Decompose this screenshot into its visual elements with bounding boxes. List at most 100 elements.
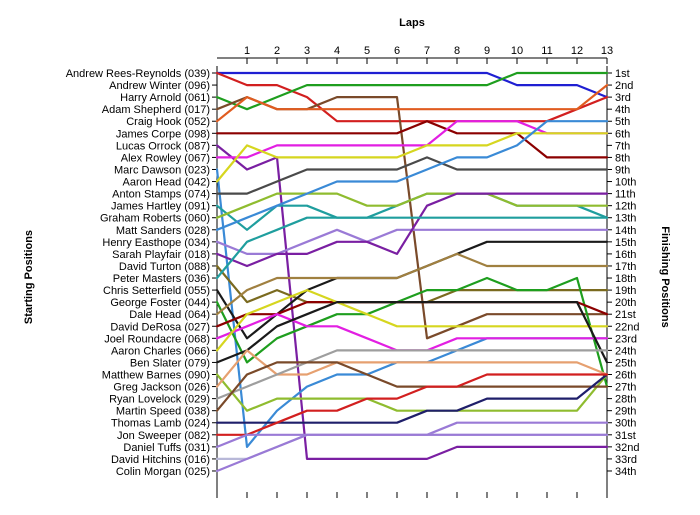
starting-position-label: Graham Roberts (060): [100, 213, 210, 225]
starting-position-label: George Foster (044): [110, 297, 210, 309]
finishing-position-label: 17th: [615, 261, 636, 273]
starting-position-label: Craig Hook (052): [126, 116, 210, 128]
series-line-anton-stamps-074: [215, 156, 609, 195]
starting-positions-axis: Andrew Rees-Reynolds (039)Andrew Winter …: [66, 66, 218, 492]
x-tick-label: 5: [364, 45, 370, 57]
series-line-george-foster-044: [215, 276, 609, 388]
finishing-position-label: 26th: [615, 370, 636, 382]
starting-position-label: Anton Stamps (074): [112, 189, 210, 201]
x-axis: 1 2 3 4 5 6 7 8 9 10 11 12 13: [216, 45, 613, 498]
starting-position-label: Harry Arnold (061): [120, 92, 210, 104]
starting-position-label: Andrew Winter (096): [109, 80, 210, 92]
finishing-position-label: 33rd: [615, 454, 637, 466]
finishing-position-label: 2nd: [615, 80, 633, 92]
series-line-jon-sweeper-082: [215, 373, 609, 436]
finishing-position-label: 21st: [615, 309, 636, 321]
starting-position-label: Jon Sweeper (082): [117, 430, 210, 442]
starting-position-label: Alex Rowley (067): [121, 152, 210, 164]
finishing-position-label: 31st: [615, 430, 636, 442]
starting-position-label: Marc Dawson (023): [114, 164, 210, 176]
series-line-lucas-orrock-087: [215, 144, 609, 460]
x-tick-label: 12: [571, 45, 583, 57]
starting-position-label: David Hitchins (016): [111, 454, 210, 466]
finishing-position-label: 7th: [615, 140, 630, 152]
series-line-aaron-head-042: [215, 132, 609, 183]
finishing-position-label: 28th: [615, 394, 636, 406]
series-line-colin-morgan-025: [215, 433, 609, 473]
finishing-position-label: 9th: [615, 164, 630, 176]
series-line-thomas-lamb-024: [215, 373, 609, 424]
series-line-greg-jackson-026: [215, 349, 609, 388]
finishing-position-label: 23rd: [615, 333, 637, 345]
finishing-position-label: 22nd: [615, 321, 639, 333]
starting-position-label: Martin Speed (038): [116, 406, 210, 418]
finishing-position-label: 4th: [615, 104, 630, 116]
starting-position-label: Andrew Rees-Reynolds (039): [66, 68, 210, 80]
x-tick-label: 9: [484, 45, 490, 57]
finishing-position-label: 27th: [615, 382, 636, 394]
finishing-position-label: 15th: [615, 237, 636, 249]
series-line-ben-slater-079: [215, 301, 609, 364]
series-line-dale-head-064: [215, 252, 609, 316]
series-line-harry-arnold-061: [215, 71, 609, 111]
x-tick-label: 8: [454, 45, 460, 57]
starting-position-label: Thomas Lamb (024): [111, 418, 210, 430]
series-line-peter-masters-036: [215, 216, 609, 280]
series-line-andrew-rees-reynolds-039: [215, 71, 609, 99]
starting-position-label: Henry Easthope (034): [102, 237, 210, 249]
finishing-position-label: 3rd: [615, 92, 631, 104]
series-line-james-corpe-098: [215, 120, 609, 159]
x-axis-title: Laps: [399, 17, 425, 29]
starting-position-label: Greg Jackson (026): [113, 382, 210, 394]
starting-position-label: Dale Head (064): [129, 309, 210, 321]
x-tick-label: 6: [394, 45, 400, 57]
finishing-position-label: 34th: [615, 466, 636, 478]
finishing-position-label: 10th: [615, 177, 636, 189]
starting-position-label: Chris Setterfield (055): [103, 285, 210, 297]
finishing-position-label: 14th: [615, 225, 636, 237]
x-tick-label: 13: [601, 45, 613, 57]
starting-position-label: Sarah Playfair (018): [112, 249, 210, 261]
right-axis-title: Finishing Positions: [659, 226, 671, 327]
finishing-position-label: 1st: [615, 68, 630, 80]
series-line-martin-speed-038: [215, 361, 609, 412]
x-tick-label: 4: [334, 45, 340, 57]
finishing-position-label: 29th: [615, 406, 636, 418]
starting-position-label: Ben Slater (079): [130, 357, 210, 369]
starting-position-label: James Corpe (098): [116, 128, 210, 140]
starting-position-label: Colin Morgan (025): [116, 466, 210, 478]
starting-position-label: Aaron Charles (066): [111, 345, 210, 357]
series-line-andrew-winter-096: [215, 71, 609, 123]
series-line-graham-roberts-060: [215, 192, 609, 219]
starting-position-label: Aaron Head (042): [123, 177, 210, 189]
series-line-matthew-barnes-090: [215, 373, 609, 412]
starting-position-label: Daniel Tuffs (031): [123, 442, 210, 454]
starting-position-label: Joel Roundacre (068): [104, 333, 210, 345]
finishing-position-label: 20th: [615, 297, 636, 309]
finishing-position-label: 8th: [615, 152, 630, 164]
x-tick-label: 11: [541, 45, 552, 57]
left-axis-title: Starting Positions: [23, 230, 35, 324]
starting-position-label: Ryan Lovelock (029): [109, 394, 210, 406]
finishing-positions-axis: 1st2nd3rd4th5th6th7th8th9th10th11th12th1…: [606, 66, 639, 492]
series-line-sarah-playfair-018: [215, 192, 609, 268]
finishing-position-label: 32nd: [615, 442, 639, 454]
x-tick-label: 7: [424, 45, 430, 57]
series-line-alex-rowley-067: [215, 120, 609, 159]
finishing-position-label: 24th: [615, 345, 636, 357]
series-line-aaron-charles-066: [215, 289, 609, 352]
x-tick-label: 2: [274, 45, 280, 57]
starting-position-label: Peter Masters (036): [113, 273, 210, 285]
starting-position-label: James Hartley (091): [111, 201, 210, 213]
series-layer: [215, 71, 609, 473]
starting-position-label: David DeRosa (027): [110, 321, 210, 333]
series-line-craig-hook-052: [215, 83, 609, 123]
series-line-matt-sanders-028: [215, 120, 609, 231]
finishing-position-label: 18th: [615, 273, 636, 285]
finishing-position-label: 30th: [615, 418, 636, 430]
finishing-position-label: 12th: [615, 201, 636, 213]
finishing-position-label: 16th: [615, 249, 636, 261]
x-tick-label: 10: [511, 45, 523, 57]
